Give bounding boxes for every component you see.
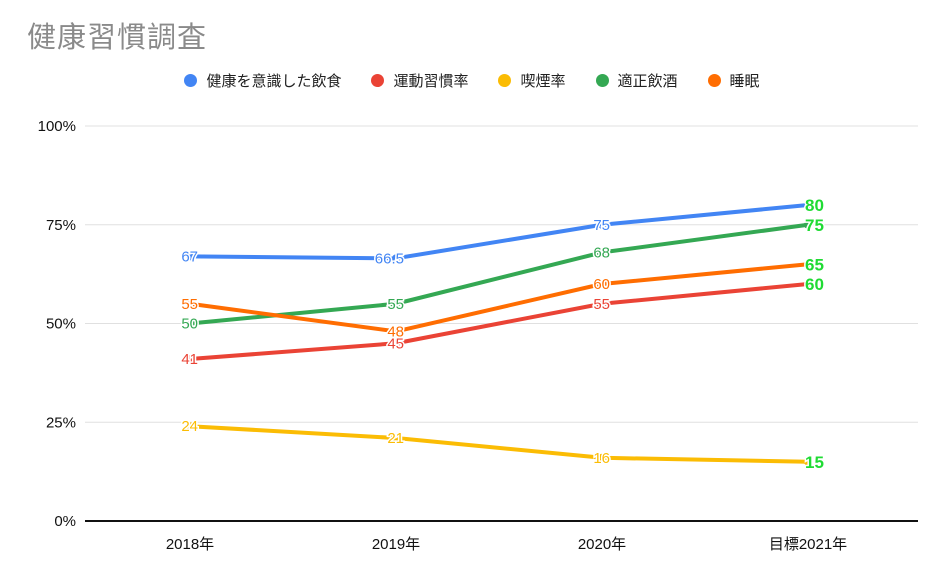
data-point-label: 80 <box>805 196 824 215</box>
y-tick-label: 75% <box>46 217 76 234</box>
x-tick-label: 2020年 <box>578 536 626 553</box>
data-point-label: 21 <box>387 430 404 447</box>
legend-item-3: 適正飲酒 <box>595 70 678 91</box>
data-point-label: 55 <box>387 296 404 313</box>
legend-item-label: 適正飲酒 <box>617 73 678 90</box>
data-point-label: 48 <box>387 323 404 340</box>
legend-item-label: 睡眠 <box>729 73 760 90</box>
series-line <box>188 262 810 334</box>
data-point <box>598 280 606 288</box>
y-tick-label: 100% <box>38 118 76 135</box>
data-point <box>598 248 606 257</box>
data-point <box>186 422 194 431</box>
data-point <box>598 220 606 229</box>
y-tick-label: 0% <box>54 513 76 530</box>
series-line <box>188 222 810 326</box>
data-point-label: 55 <box>593 296 610 313</box>
legend-item-4: 睡眠 <box>707 70 760 91</box>
data-point-label: 45 <box>387 335 404 352</box>
legend-swatch-icon <box>371 74 385 87</box>
legend-item-label: 健康を意識した飲食 <box>206 73 342 90</box>
x-tick-label: 2019年 <box>372 536 420 553</box>
data-point <box>392 299 400 308</box>
data-point-label: 41 <box>181 351 198 368</box>
data-point <box>186 299 194 308</box>
data-point-label: 16 <box>593 450 610 467</box>
y-tick-label: 50% <box>46 316 76 333</box>
data-point-label: 75 <box>593 217 610 234</box>
y-tick-label: 25% <box>46 414 76 431</box>
x-tick-label: 目標2021年 <box>769 536 847 553</box>
series-line <box>188 203 810 261</box>
legend-item-0: 健康を意識した飲食 <box>184 70 341 91</box>
data-point-label: 67 <box>181 248 198 265</box>
data-point-label: 24 <box>181 418 198 435</box>
legend-swatch-icon <box>184 74 198 87</box>
data-point <box>804 280 812 288</box>
data-point <box>598 453 606 462</box>
chart-legend: 健康を意識した飲食 運動習慣率 喫煙率 適正飲酒 睡眠 <box>0 70 944 91</box>
data-point <box>804 201 812 209</box>
series-line <box>188 282 810 362</box>
data-point-label: 60 <box>805 275 824 294</box>
data-point <box>186 319 194 328</box>
data-point-label: 15 <box>805 453 824 472</box>
legend-item-2: 喫煙率 <box>498 70 566 91</box>
series-line <box>188 424 810 464</box>
data-point <box>392 254 400 263</box>
x-tick-label: 2018年 <box>166 536 214 553</box>
data-point-label: 66.5 <box>375 250 404 267</box>
data-point-label: 60 <box>593 276 610 293</box>
legend-item-label: 運動習慣率 <box>393 73 469 90</box>
chart-title: 健康習慣調査 <box>27 22 208 54</box>
data-point-label: 50 <box>181 316 198 333</box>
data-point <box>392 434 400 443</box>
legend-swatch-icon <box>595 74 609 87</box>
legend-item-1: 運動習慣率 <box>371 70 468 91</box>
legend-item-label: 喫煙率 <box>520 73 566 90</box>
data-point <box>392 327 400 336</box>
legend-swatch-icon <box>707 74 721 87</box>
data-point <box>186 355 194 364</box>
data-point <box>804 220 812 229</box>
data-point-label: 65 <box>805 255 824 274</box>
data-point <box>804 457 812 466</box>
legend-swatch-icon <box>498 74 512 87</box>
data-point <box>392 339 400 348</box>
data-point-label: 75 <box>805 216 824 235</box>
data-point <box>186 252 194 261</box>
data-point <box>598 299 606 308</box>
data-point <box>804 260 812 269</box>
data-point-label: 55 <box>181 296 198 313</box>
data-point-label: 68 <box>593 244 610 261</box>
